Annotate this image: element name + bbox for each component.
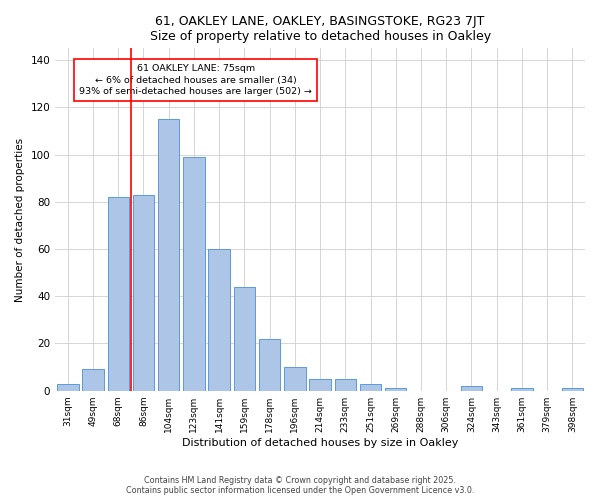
Bar	[208, 249, 230, 390]
Bar	[360, 384, 381, 390]
Bar	[133, 194, 154, 390]
Bar	[511, 388, 533, 390]
Bar	[158, 119, 179, 390]
Bar	[385, 388, 406, 390]
Bar	[310, 379, 331, 390]
Bar	[82, 370, 104, 390]
Text: 61 OAKLEY LANE: 75sqm
← 6% of detached houses are smaller (34)
93% of semi-detac: 61 OAKLEY LANE: 75sqm ← 6% of detached h…	[79, 64, 312, 96]
Text: Contains HM Land Registry data © Crown copyright and database right 2025.
Contai: Contains HM Land Registry data © Crown c…	[126, 476, 474, 495]
X-axis label: Distribution of detached houses by size in Oakley: Distribution of detached houses by size …	[182, 438, 458, 448]
Bar	[259, 339, 280, 390]
Bar	[562, 388, 583, 390]
Y-axis label: Number of detached properties: Number of detached properties	[15, 138, 25, 302]
Title: 61, OAKLEY LANE, OAKLEY, BASINGSTOKE, RG23 7JT
Size of property relative to deta: 61, OAKLEY LANE, OAKLEY, BASINGSTOKE, RG…	[149, 15, 491, 43]
Bar	[57, 384, 79, 390]
Bar	[461, 386, 482, 390]
Bar	[284, 367, 305, 390]
Bar	[335, 379, 356, 390]
Bar	[233, 287, 255, 391]
Bar	[107, 197, 129, 390]
Bar	[183, 157, 205, 390]
